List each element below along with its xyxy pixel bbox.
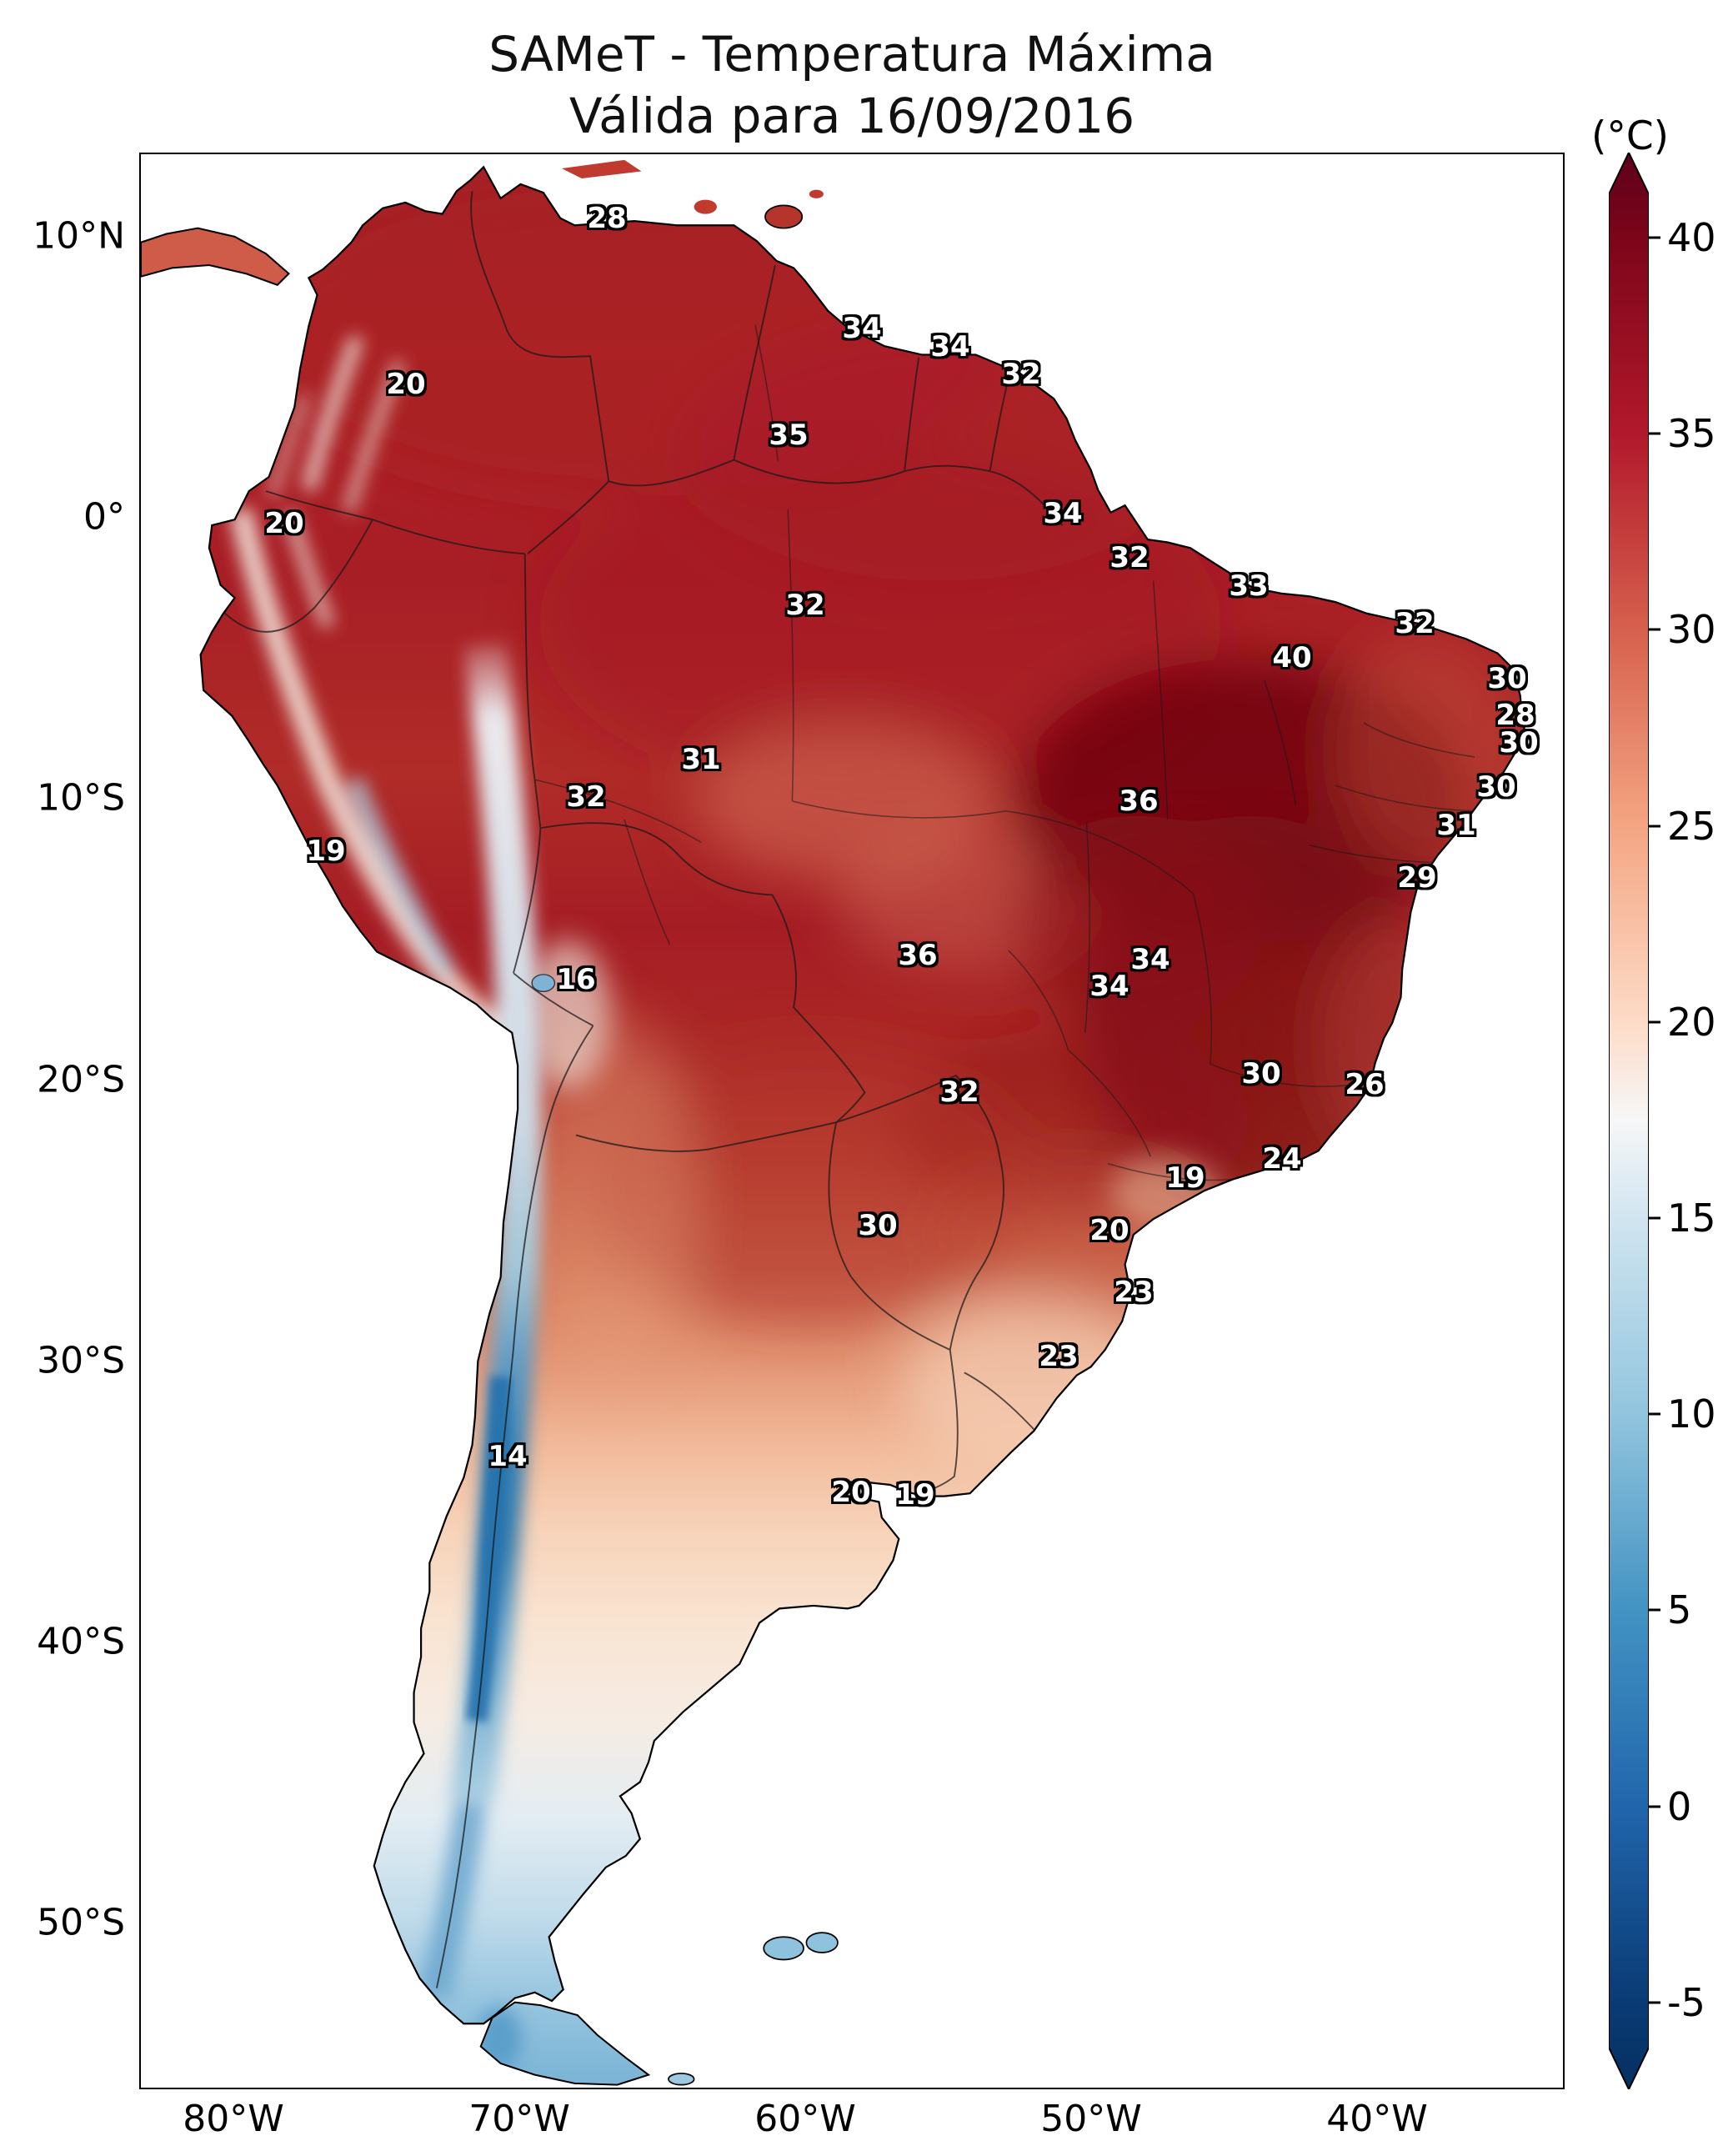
temperature-value-label: 33: [1229, 569, 1269, 603]
latitude-tick-label: 10°N: [33, 214, 125, 258]
colorbar-tick-mark: [1649, 1805, 1660, 1808]
temperature-value-label: 34: [1043, 497, 1083, 530]
country-borders: [221, 191, 1064, 1988]
colorbar-tick-label: 10: [1667, 1391, 1716, 1437]
temperature-value-label: 28: [1495, 699, 1535, 732]
colorbar-tick-label: 20: [1667, 999, 1716, 1045]
temperature-value-label: 34: [1130, 943, 1170, 976]
title-line-1: SAMeT - Temperatura Máxima: [488, 26, 1215, 83]
colorbar-unit-label: (°C): [1591, 113, 1669, 159]
colorbar-tick-mark: [1649, 236, 1660, 239]
colorbar-tick-label: 15: [1667, 1196, 1716, 1241]
colorbar-tick-mark: [1649, 1412, 1660, 1416]
temperature-value-label: 26: [1345, 1068, 1385, 1101]
temperature-value-label: 28: [587, 202, 627, 235]
colorbar-tick-label: 40: [1667, 215, 1716, 260]
colorbar-tick-mark: [1649, 825, 1660, 828]
temperature-value-label: 32: [566, 780, 606, 814]
temperature-value-label: 34: [842, 312, 882, 345]
temperature-value-label: 30: [1487, 662, 1527, 695]
latitude-tick-label: 20°S: [37, 1058, 125, 1101]
caribbean-islands: [561, 159, 642, 178]
temperature-value-label: 30: [1241, 1057, 1281, 1091]
falkland-east-island: [805, 1932, 839, 1953]
temperature-value-label: 24: [1262, 1142, 1302, 1176]
longitude-tick-label: 60°W: [754, 2098, 856, 2140]
margarita-island: [694, 199, 717, 214]
latitude-tick-label: 10°S: [37, 776, 125, 820]
latitude-tick-label: 30°S: [37, 1339, 125, 1382]
temperature-value-label: 16: [556, 963, 596, 996]
temperature-value-label: 32: [1109, 541, 1150, 574]
temperature-value-label: 40: [1272, 641, 1312, 674]
temperature-value-label: 34: [930, 330, 970, 364]
temperature-value-label: 36: [898, 939, 938, 972]
colorbar-tick-mark: [1649, 1020, 1660, 1024]
panama-isthmus: [141, 227, 290, 287]
temperature-value-label: 30: [858, 1209, 898, 1242]
temperature-value-label: 30: [1499, 726, 1539, 760]
colorbar-tick-mark: [1649, 628, 1660, 631]
latitude-tick-label: 40°S: [37, 1620, 125, 1663]
temperature-value-label: 19: [895, 1478, 935, 1512]
colorbar-tick-label: -5: [1667, 1979, 1705, 2025]
colorbar-tick-label: 35: [1667, 411, 1716, 457]
isla-de-los-estados: [668, 2073, 695, 2086]
temperature-value-label: 34: [1089, 970, 1129, 1003]
temperature-value-label: 23: [1039, 1340, 1079, 1373]
inpe-logo: INPE: [1508, 2073, 1565, 2089]
temperature-value-label: 36: [1119, 785, 1159, 818]
longitude-tick-label: 40°W: [1326, 2098, 1428, 2140]
colorbar-tick-label: 30: [1667, 607, 1716, 653]
colorbar-tick-mark: [1649, 2001, 1660, 2004]
colorbar-tick-mark: [1649, 1608, 1660, 1612]
title-line-2: Válida para 16/09/2016: [568, 88, 1135, 144]
temperature-value-label: 31: [681, 743, 721, 776]
colorbar-tick-label: 25: [1667, 803, 1716, 849]
temperature-value-label: 20: [386, 368, 426, 401]
colorbar: [1609, 153, 1649, 2089]
temperature-value-label: 32: [1395, 607, 1435, 640]
map-title: SAMeT - Temperatura Máxima Válida para 1…: [139, 23, 1565, 147]
colorbar-tick-mark: [1649, 1216, 1660, 1220]
falkland-west-island: [763, 1936, 804, 1961]
temperature-value-label: 35: [769, 419, 809, 452]
temperature-value-label: 32: [939, 1075, 979, 1109]
temperature-value-label: 19: [1165, 1161, 1205, 1195]
colorbar-tick-label: 5: [1667, 1587, 1692, 1633]
temperature-value-label: 31: [1436, 809, 1476, 842]
temperature-value-label: 20: [831, 1476, 871, 1509]
temperature-value-label: 30: [1476, 770, 1516, 804]
longitude-tick-label: 50°W: [1040, 2098, 1142, 2140]
temperature-value-label: 29: [1397, 861, 1437, 895]
temperature-value-label: 14: [488, 1440, 528, 1473]
trinidad-island: [764, 204, 804, 229]
longitude-tick-label: 70°W: [468, 2098, 570, 2140]
colorbar-gradient: [1609, 153, 1649, 2089]
state-borders: [534, 324, 1486, 1181]
latitude-tick-label: 50°S: [37, 1901, 125, 1944]
temperature-field: [200, 167, 1525, 2085]
latitude-tick-label: 0°: [83, 495, 125, 539]
temperature-value-label: 32: [785, 589, 825, 622]
temperature-value-label: 20: [264, 507, 304, 540]
colorbar-tick-label: 0: [1667, 1783, 1692, 1829]
lake-titicaca: [531, 974, 556, 993]
longitude-tick-label: 80°W: [183, 2098, 284, 2140]
south-america-temperature-map: [141, 159, 1526, 2086]
temperature-value-label: 19: [306, 835, 346, 868]
temperature-value-label: 32: [1001, 358, 1041, 391]
temperature-value-label: 20: [1089, 1214, 1129, 1247]
colorbar-tick-mark: [1649, 432, 1660, 435]
tobago-island: [809, 189, 824, 198]
map-plot-area: INPE 28 34 34 32 20 35 20 34 32 33 32 40 32 30 28 30 31 3…: [139, 153, 1565, 2089]
temperature-value-label: 23: [1114, 1276, 1154, 1309]
